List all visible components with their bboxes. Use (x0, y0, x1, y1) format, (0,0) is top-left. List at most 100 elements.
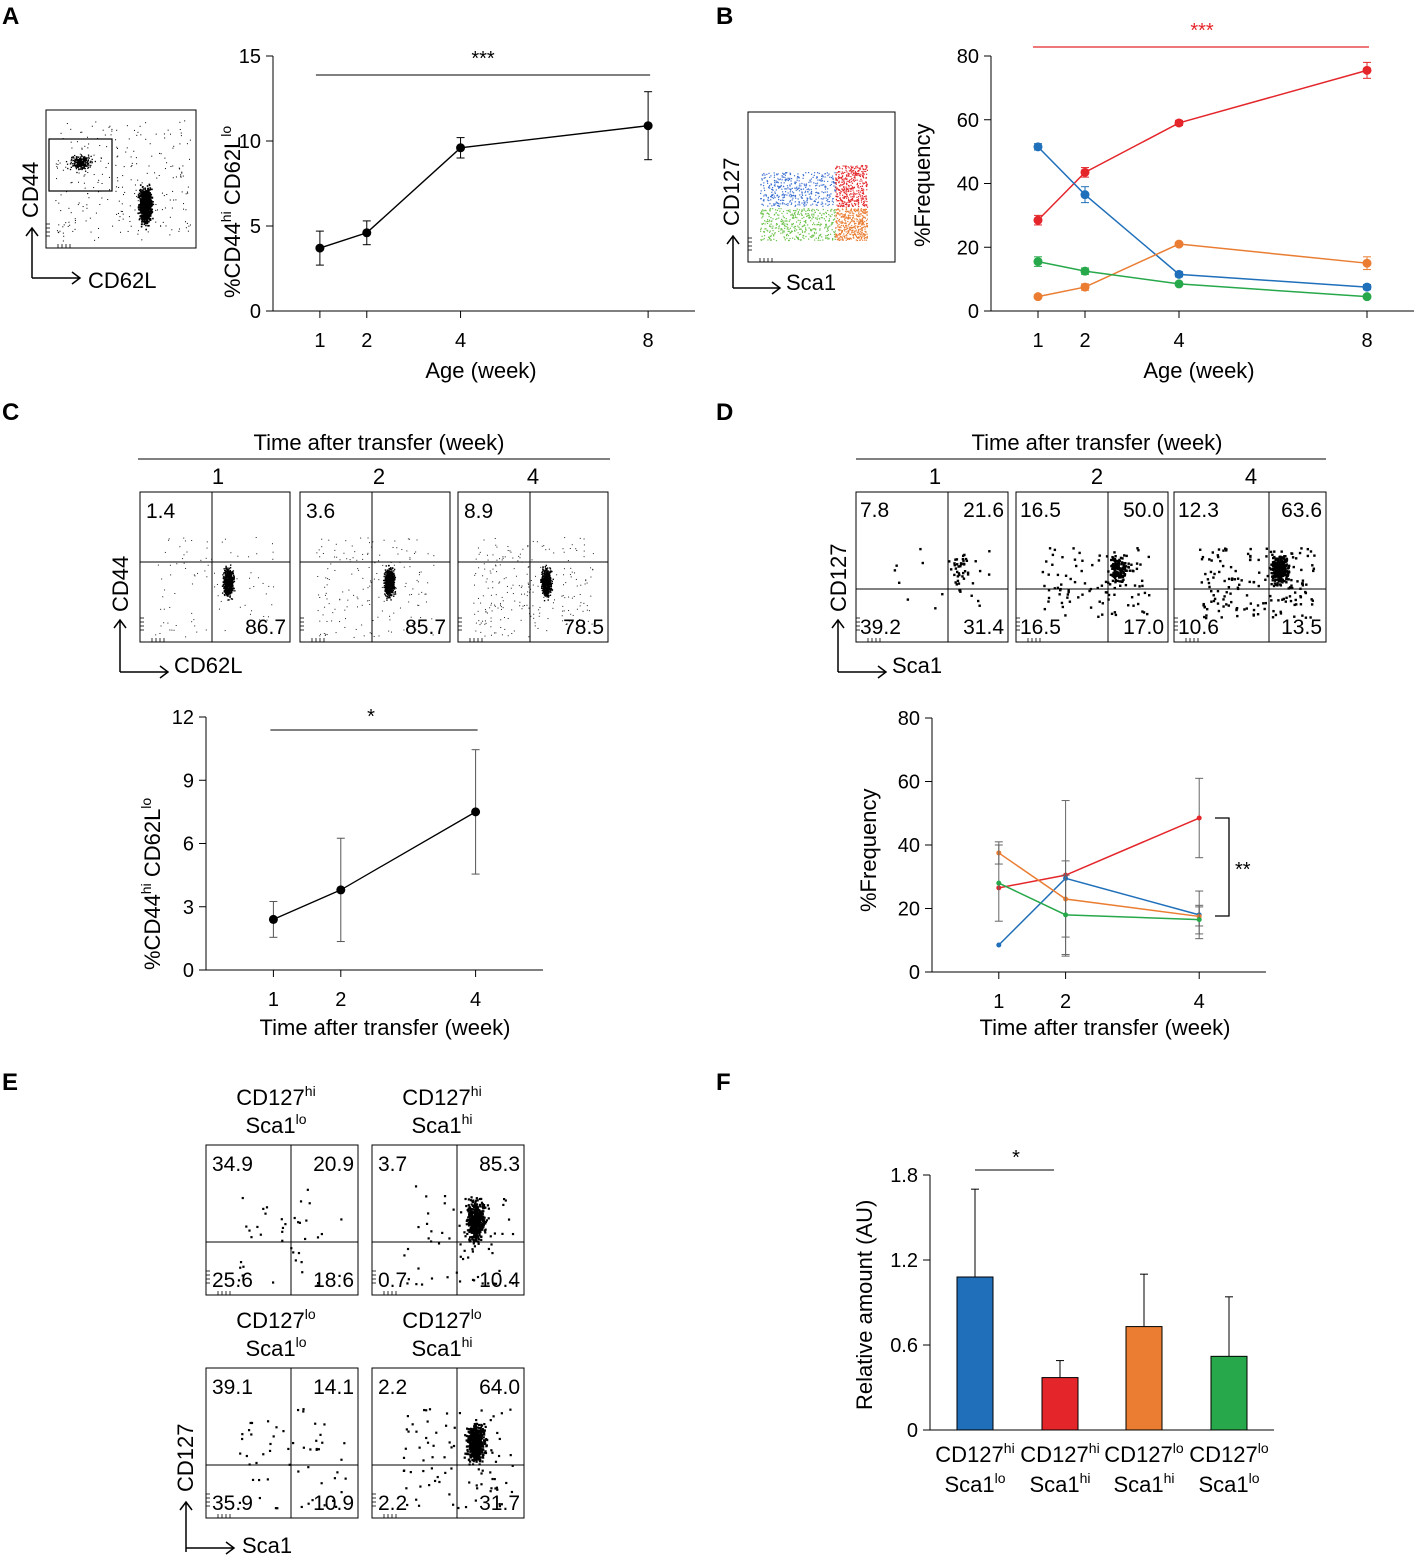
event-dot (775, 218, 777, 221)
event-dot (81, 160, 84, 163)
event-dot (834, 211, 837, 213)
event-dot (835, 220, 838, 222)
event-dot (173, 629, 175, 631)
event-dot (826, 230, 828, 233)
event-dot (140, 191, 142, 194)
event-dot (835, 234, 837, 236)
event-dot (854, 172, 856, 174)
event-dot (863, 202, 865, 204)
event-dot (783, 216, 785, 219)
event-dot (83, 157, 85, 159)
event-dot (146, 222, 149, 224)
event-dot (385, 591, 388, 593)
event-dot (779, 210, 781, 212)
event-dot (860, 208, 863, 210)
event-dot (769, 224, 771, 226)
event-dot (393, 586, 396, 589)
event-dot (816, 224, 818, 226)
event-dot (773, 204, 775, 206)
event-dot (860, 189, 863, 191)
event-dot (771, 227, 773, 229)
event-dot (135, 157, 137, 159)
event-dot (86, 165, 88, 167)
event-dot (859, 220, 861, 223)
event-dot (144, 193, 147, 195)
event-dot (857, 209, 859, 211)
event-dot (93, 154, 95, 156)
event-dot (864, 210, 866, 212)
event-dot (777, 203, 780, 205)
event-dot (141, 210, 144, 213)
event-dot (85, 162, 87, 164)
event-dot (827, 234, 830, 236)
event-dot (840, 204, 842, 206)
quadrant-value-lr: 85.7 (405, 616, 446, 639)
event-dot (227, 587, 229, 590)
event-dot (148, 184, 151, 187)
event-dot (768, 213, 770, 215)
event-dot (193, 619, 195, 621)
event-dot (855, 167, 857, 169)
event-dot (179, 546, 181, 548)
event-dot (88, 164, 90, 166)
event-dot (808, 233, 810, 235)
event-dot (139, 215, 142, 217)
event-dot (141, 203, 143, 206)
event-dot (798, 180, 800, 182)
event-dot (815, 198, 817, 200)
event-dot (347, 599, 349, 601)
event-dot (72, 156, 74, 159)
event-dot (836, 172, 838, 174)
event-dot (236, 578, 238, 580)
event-dot (77, 166, 79, 168)
event-dot (137, 212, 139, 215)
event-dot (169, 629, 171, 631)
event-dot (804, 227, 807, 229)
event-dot (85, 158, 87, 160)
event-dot (776, 209, 778, 211)
event-dot (851, 187, 853, 189)
event-dot (390, 589, 393, 591)
event-dot (806, 188, 808, 191)
event-dot (784, 237, 786, 239)
event-dot (78, 164, 80, 166)
event-dot (848, 230, 850, 233)
event-dot (782, 172, 784, 174)
event-dot (147, 199, 150, 202)
event-dot (853, 237, 855, 239)
event-dot (840, 184, 842, 186)
event-dot (394, 540, 396, 542)
event-dot (794, 230, 796, 232)
event-dot (147, 210, 150, 212)
event-dot (850, 220, 852, 223)
event-dot (405, 582, 407, 584)
event-dot (862, 192, 864, 195)
event-dot (809, 197, 811, 199)
event-dot (812, 228, 814, 230)
event-dot (68, 207, 70, 209)
event-dot (799, 183, 801, 185)
event-dot (817, 209, 819, 212)
event-dot (130, 225, 132, 227)
event-dot (139, 189, 141, 192)
event-dot (855, 222, 857, 225)
event-dot (387, 579, 390, 581)
event-dot (805, 235, 807, 238)
event-dot (845, 167, 847, 170)
event-dot (775, 201, 777, 203)
event-dot (789, 237, 791, 240)
event-dot (863, 205, 866, 207)
event-dot (378, 635, 380, 637)
event-dot (389, 571, 392, 574)
event-dot (769, 208, 771, 210)
event-dot (845, 224, 847, 227)
event-dot (82, 156, 84, 158)
event-dot (141, 192, 144, 195)
event-dot (781, 212, 783, 214)
event-dot (142, 188, 145, 190)
event-dot (841, 168, 843, 170)
event-dot (776, 218, 778, 220)
event-dot (770, 196, 772, 198)
event-dot (864, 230, 866, 233)
